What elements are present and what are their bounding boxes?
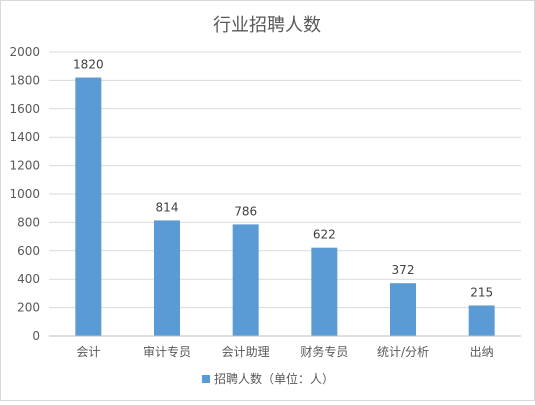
x-category-label: 会计 [76, 345, 100, 359]
data-labels: 1820 814 786 622 372 215 [73, 58, 493, 300]
data-label: 372 [392, 263, 415, 277]
gridlines [49, 51, 521, 309]
bars [75, 77, 495, 336]
legend-swatch [202, 375, 210, 383]
data-label: 814 [156, 200, 179, 214]
x-category-label: 会计助理 [222, 345, 270, 359]
x-category-label: 审计专员 [143, 344, 191, 359]
y-tick-label: 800 [17, 215, 40, 229]
y-tick-label: 1400 [9, 130, 40, 144]
y-tick-label: 1800 [9, 73, 40, 87]
y-tick-label: 1000 [9, 187, 40, 201]
bar [390, 283, 416, 336]
bar [232, 224, 259, 336]
y-tick-label: 200 [17, 301, 40, 315]
data-label: 215 [470, 285, 493, 299]
legend-label: 招聘人数（单位：人） [214, 371, 334, 386]
bar [154, 220, 180, 336]
x-category-label: 统计/分析 [377, 345, 429, 359]
y-tick-label: 600 [17, 244, 40, 258]
x-category-label: 财务专员 [300, 344, 348, 359]
legend: 招聘人数（单位：人） [202, 371, 334, 386]
chart-title: 行业招聘人数 [213, 15, 321, 36]
bar [311, 247, 338, 336]
data-label: 622 [313, 228, 336, 242]
y-tick-label: 2000 [9, 45, 40, 59]
y-tick-label: 1600 [9, 102, 40, 116]
bar [75, 77, 102, 336]
y-tick-label: 0 [32, 329, 40, 343]
data-label: 1820 [73, 58, 104, 72]
bar [468, 305, 495, 336]
y-axis-ticks: 0 200 400 600 800 1000 1200 1400 1600 1800 2000 [9, 45, 40, 343]
x-axis-categories: 会计 审计专员 会计助理 财务专员 统计/分析 出纳 [76, 344, 493, 359]
data-label: 786 [234, 204, 257, 218]
y-tick-label: 400 [17, 272, 40, 286]
y-tick-label: 1200 [9, 159, 40, 173]
x-category-label: 出纳 [470, 345, 494, 359]
